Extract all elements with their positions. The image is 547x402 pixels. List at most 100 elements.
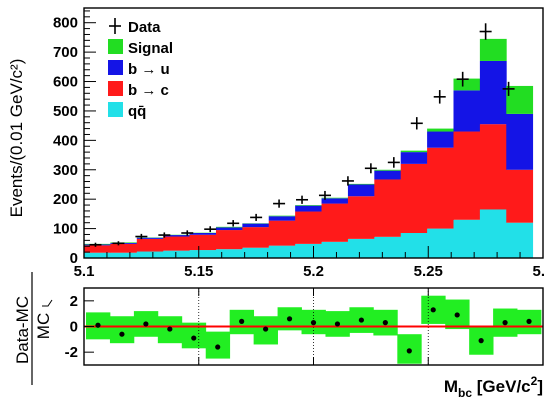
data-point-6	[227, 220, 240, 227]
ratio-point-7	[263, 326, 269, 332]
x-tick-label-1: 5.15	[184, 263, 213, 280]
y-tick-label-4: 400	[53, 132, 78, 149]
bar-bu-9	[321, 198, 349, 204]
ratio-y-tick-label-2: 2	[70, 293, 78, 310]
data-point-11	[341, 176, 354, 186]
ratio-y-tick-label-0: -2	[65, 344, 78, 361]
legend-entry-data: Data	[109, 18, 161, 36]
bar-bc-8	[295, 211, 322, 244]
bar-bc-4	[189, 234, 217, 251]
bar-bc-1	[110, 243, 138, 253]
data-point-14	[410, 117, 423, 130]
ratio-y-tick-label-1: 0	[70, 319, 78, 336]
bar-bc-11	[374, 179, 402, 237]
main-x-axis: 5.1 5.15 5.2 5.25 5.	[74, 246, 545, 280]
main-y-axis-label: Events/(0.01 GeV/c²)	[7, 59, 26, 218]
data-points	[89, 23, 515, 247]
legend-swatch-qq	[108, 102, 123, 117]
bar-bu-12	[400, 152, 428, 164]
main-y-axis: 0 100 200 300 400 500 600 700 800	[53, 10, 96, 267]
y-tick-label-8: 800	[53, 15, 78, 32]
data-point-2	[135, 233, 148, 240]
ratio-point-6	[239, 318, 245, 324]
bar-signal-5	[215, 226, 243, 228]
bar-bu-15	[479, 60, 507, 125]
ratio-ylabel-numerator: Data-MC	[13, 296, 32, 364]
ratio-point-16	[478, 338, 484, 344]
ratio-point-3	[167, 326, 173, 332]
bar-bu-11	[374, 170, 402, 180]
x-tick-label-4: 5.	[532, 263, 545, 280]
data-point-9	[296, 195, 309, 204]
ratio-grid-lines	[198, 288, 429, 365]
y-tick-label-2: 200	[53, 191, 78, 208]
ratio-point-15	[454, 312, 460, 318]
x-axis-label: Mbc [GeV/c2]	[444, 374, 543, 400]
legend-entry-bu: b → u	[108, 60, 170, 78]
bar-bu-4	[189, 233, 217, 235]
bar-bu-2	[136, 237, 164, 239]
bar-qq-1	[110, 252, 138, 258]
bar-signal-11	[374, 169, 402, 171]
data-point-4	[181, 230, 194, 236]
ratio-ylabel-denominator: MC	[34, 313, 53, 339]
legend-entry-signal: Signal	[108, 39, 173, 57]
bar-qq-6	[242, 247, 270, 258]
x-tick-label-3: 5.25	[414, 263, 443, 280]
svg-text:Data-MC: Data-MC	[13, 296, 32, 364]
bar-bu-3	[163, 235, 190, 237]
bar-signal-13	[427, 128, 454, 132]
y-tick-label-3: 300	[53, 162, 78, 179]
bar-qq-3	[163, 250, 190, 258]
legend-label-bu: b → u	[128, 61, 170, 78]
y-tick-label-7: 700	[53, 44, 78, 61]
bar-bu-16	[506, 113, 534, 170]
x-tick-label-0: 5.1	[74, 263, 95, 280]
bar-qq-9	[321, 241, 349, 258]
bar-bc-3	[163, 236, 190, 251]
data-point-18	[502, 81, 515, 96]
ratio-point-4	[191, 335, 197, 341]
ratio-point-2	[143, 321, 149, 327]
legend-swatch-bc	[108, 81, 123, 96]
ratio-point-8	[286, 316, 293, 322]
bar-qq-8	[295, 243, 322, 258]
y-tick-label-6: 600	[53, 74, 78, 91]
bar-bu-8	[295, 205, 322, 212]
legend-label-qq: qq̄	[128, 103, 146, 120]
legend-entry-bc: b → c	[108, 81, 169, 99]
bar-bc-13	[427, 147, 454, 229]
ratio-point-17	[502, 320, 508, 326]
legend-swatch-bu	[108, 60, 123, 75]
ratio-point-13	[406, 348, 412, 354]
data-point-0	[89, 242, 102, 247]
bar-qq-5	[215, 249, 243, 258]
ratio-point-10	[334, 321, 341, 327]
ratio-point-12	[382, 320, 388, 326]
data-point-12	[364, 163, 377, 174]
data-point-7	[250, 213, 263, 221]
bar-bc-15	[479, 124, 507, 210]
bar-signal-16	[506, 85, 534, 114]
y-tick-label-1: 100	[53, 221, 78, 238]
bar-bc-16	[506, 169, 534, 223]
bar-bc-5	[215, 230, 243, 250]
legend: Data Signal b → u b → c qq̄	[108, 18, 173, 120]
data-point-13	[387, 157, 400, 168]
bar-signal-15	[479, 38, 507, 61]
legend-entry-qq: qq̄	[108, 102, 146, 120]
ratio-y-axis-label: Data-MC MC	[13, 272, 53, 385]
data-point-1	[112, 241, 125, 246]
bar-signal-14	[453, 78, 481, 91]
x-tick-label-2: 5.2	[303, 263, 324, 280]
bar-qq-12	[400, 233, 428, 258]
data-point-5	[204, 226, 217, 233]
bar-qq-15	[479, 209, 507, 258]
bar-bc-7	[268, 220, 296, 246]
ratio-y-axis: -2 0 2	[65, 293, 94, 361]
data-point-17	[479, 23, 492, 40]
ratio-point-18	[526, 318, 532, 324]
svg-text:MC: MC	[34, 313, 53, 339]
bar-bu-13	[427, 131, 454, 148]
bar-signal-10	[347, 183, 375, 185]
